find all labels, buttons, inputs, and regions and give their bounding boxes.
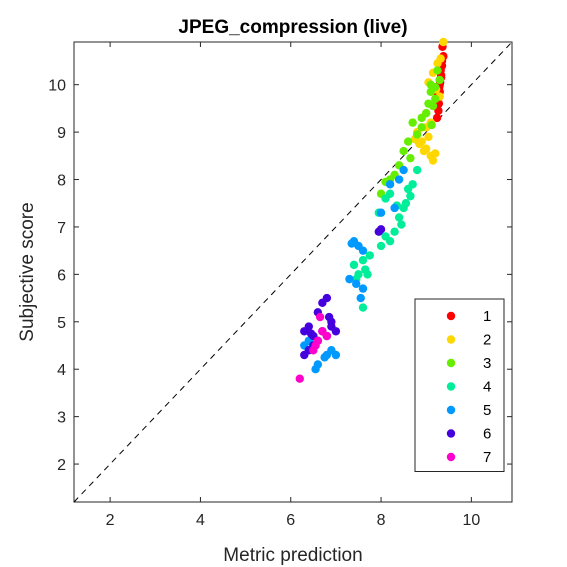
data-point [408, 180, 417, 189]
data-point [358, 284, 368, 293]
data-point [412, 130, 422, 139]
series-5 [300, 165, 408, 374]
x-axis-title: Metric prediction [223, 545, 362, 566]
data-point [427, 120, 436, 130]
data-point [401, 199, 411, 208]
data-point [390, 203, 399, 213]
data-point [424, 132, 433, 142]
data-point [365, 251, 374, 260]
data-point [417, 123, 426, 132]
series-7 [295, 312, 332, 383]
data-point [349, 260, 359, 270]
chart-title: JPEG_compression (live) [178, 17, 407, 38]
data-point [315, 312, 325, 322]
data-point [394, 213, 404, 222]
data-point [436, 54, 445, 63]
data-point [295, 374, 304, 383]
data-point [363, 270, 372, 279]
data-point [428, 156, 438, 165]
data-point [433, 66, 442, 75]
legend-label: 4 [483, 379, 491, 396]
data-point [358, 246, 368, 255]
data-point [347, 239, 356, 248]
data-point [376, 241, 386, 251]
legend-marker [446, 382, 456, 391]
data-point [320, 353, 329, 362]
data-point [431, 94, 440, 104]
y-tick-label: 7 [57, 220, 66, 237]
data-point [406, 153, 415, 163]
legend-marker [446, 452, 456, 462]
series-3 [376, 66, 444, 198]
legend-label: 7 [483, 449, 491, 466]
data-point [422, 144, 431, 153]
legend-box [414, 298, 505, 472]
y-tick-label: 10 [48, 78, 66, 95]
data-point [428, 101, 438, 111]
data-point [439, 37, 448, 47]
legend-marker [446, 405, 456, 415]
x-tick-label: 2 [106, 512, 115, 529]
legend-marker [446, 429, 456, 438]
y-tick-label: 2 [57, 457, 66, 474]
data-point [385, 189, 395, 198]
data-point [358, 303, 368, 312]
data-point [311, 365, 320, 374]
data-point [403, 137, 413, 146]
data-point [435, 75, 444, 85]
data-point [345, 274, 354, 284]
data-point [300, 350, 309, 360]
data-point [412, 165, 422, 175]
data-point [376, 208, 386, 217]
data-point [306, 329, 316, 338]
data-point [399, 146, 408, 156]
x-tick-label: 4 [196, 512, 205, 529]
data-point [432, 113, 442, 123]
data-point [397, 220, 406, 229]
data-point [426, 80, 435, 89]
y-tick-label: 3 [57, 410, 66, 427]
y-tick-label: 4 [57, 362, 66, 379]
data-point [417, 113, 426, 123]
data-point [394, 175, 404, 184]
data-point [324, 312, 334, 322]
legend-label: 3 [483, 355, 491, 372]
legend-label: 2 [483, 332, 491, 349]
legend-marker [446, 358, 456, 368]
x-tick-label: 6 [286, 512, 295, 529]
data-point [322, 331, 332, 341]
y-tick-label: 5 [57, 315, 66, 332]
data-point [374, 227, 383, 236]
data-point [304, 322, 314, 331]
y-axis-title: Subjective score [17, 202, 38, 341]
y-tick-label: 6 [57, 267, 66, 284]
legend: 1 2 3 4 5 6 7 [414, 298, 505, 472]
legend-marker [446, 335, 456, 344]
data-point [385, 236, 395, 246]
data-point [431, 149, 440, 158]
data-point [311, 341, 320, 350]
legend-label: 1 [483, 308, 491, 325]
x-tick-label: 8 [377, 512, 386, 529]
legend-label: 5 [483, 402, 491, 419]
data-point [356, 293, 365, 303]
legend-label: 6 [483, 426, 491, 443]
data-point [322, 293, 332, 303]
data-point [385, 180, 395, 189]
data-point [417, 137, 426, 146]
data-point [408, 118, 417, 127]
data-point [406, 191, 415, 201]
x-tick-label: 10 [462, 512, 480, 529]
data-point [352, 279, 361, 289]
legend-marker [446, 311, 456, 321]
data-point [399, 165, 408, 175]
data-point [331, 327, 341, 336]
data-point [358, 255, 368, 265]
y-tick-label: 8 [57, 173, 66, 190]
data-point [390, 227, 399, 236]
data-point [331, 350, 341, 360]
y-tick-label: 9 [57, 125, 66, 142]
